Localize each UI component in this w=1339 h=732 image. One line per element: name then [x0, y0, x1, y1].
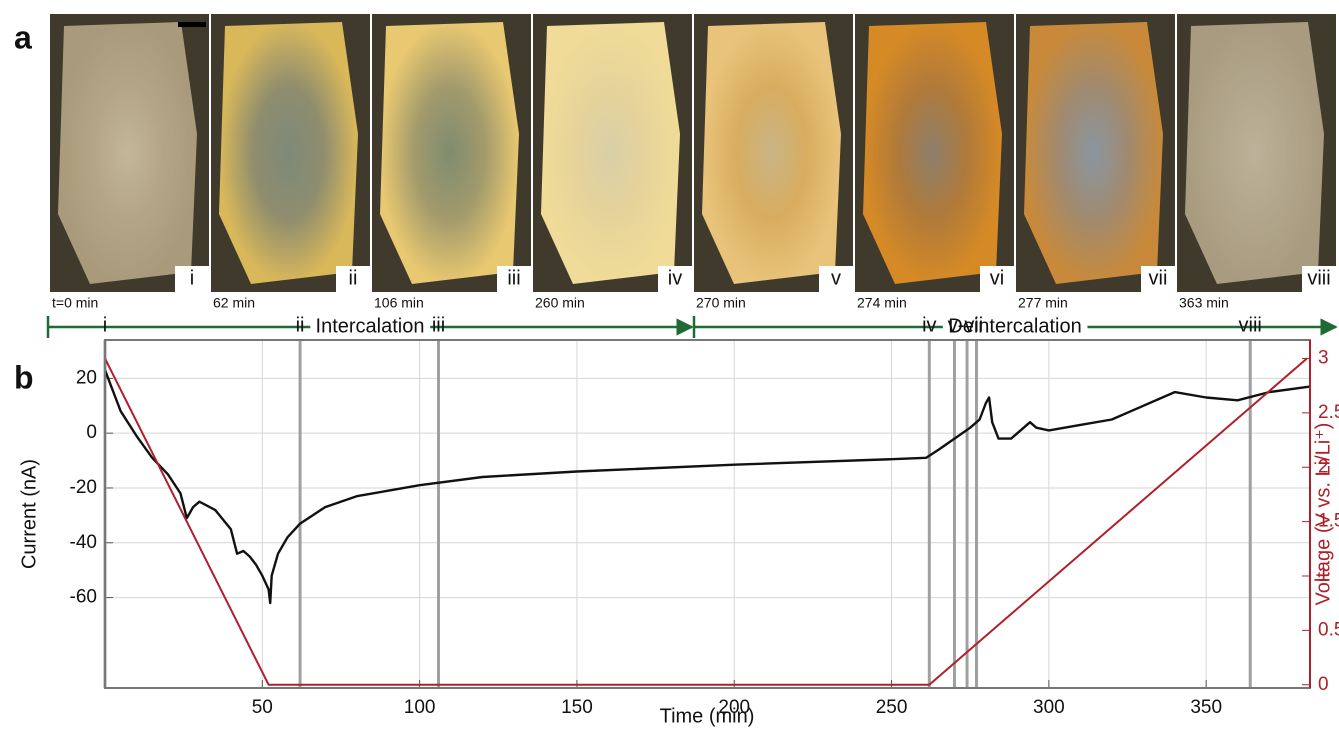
y2-tick-label: 0 [1318, 674, 1329, 695]
y2-tick-label: 2 [1318, 456, 1329, 477]
x-tick-label: 50 [252, 697, 273, 718]
scale-bar [178, 22, 206, 27]
plot-frame [104, 339, 1311, 689]
marker-label: viii [1239, 314, 1262, 336]
numeral-box [175, 266, 209, 292]
numeral-box [1302, 266, 1336, 292]
image-time: 363 min [1179, 295, 1229, 311]
x-axis-label: Time (min) [660, 705, 755, 727]
numeral-box [658, 266, 692, 292]
flake [541, 22, 680, 284]
panel-label: a [14, 19, 32, 55]
panel-label: b [14, 359, 34, 395]
flake [863, 22, 1002, 284]
x-tick-label: 350 [1190, 697, 1222, 718]
y-tick-label: 0 [86, 422, 97, 443]
image-time: t=0 min [52, 295, 98, 311]
image-numeral: iii [507, 267, 520, 289]
image-time: 274 min [857, 295, 907, 311]
y-tick-label: -20 [70, 477, 97, 498]
image-time: 106 min [374, 295, 424, 311]
numeral-box [980, 266, 1014, 292]
arrow-label: Intercalation [316, 315, 425, 337]
image-numeral: ii [349, 267, 358, 289]
series-line [103, 369, 1311, 605]
numeral-box [1141, 266, 1175, 292]
x-tick-label: 100 [404, 697, 436, 718]
marker-label: v-vii [948, 314, 984, 336]
y-tick-label: -60 [70, 587, 97, 608]
numeral-box [497, 266, 531, 292]
y-axis-label: Current (nA) [18, 459, 40, 569]
flake [702, 22, 841, 284]
marker-label: i [103, 314, 107, 336]
y2-tick-label: 1 [1318, 565, 1329, 586]
x-tick-label: 300 [1033, 697, 1065, 718]
y-tick-label: 20 [76, 367, 97, 388]
y2-tick-label: 2.5 [1318, 402, 1339, 423]
image-numeral: i [190, 267, 194, 289]
flake [1024, 22, 1163, 284]
marker-label: iii [432, 314, 445, 336]
y2-tick-label: 0.5 [1318, 619, 1339, 640]
x-tick-label: 200 [718, 697, 750, 718]
image-numeral: iv [668, 267, 682, 289]
image-time: 270 min [696, 295, 746, 311]
image-strip: i ii iii iv v vi vii viii [50, 14, 1336, 292]
numeral-box [336, 266, 370, 292]
image-numeral: v [831, 267, 841, 289]
image-numeral: vi [990, 267, 1004, 289]
flake [219, 22, 358, 284]
marker-label: iv [922, 314, 936, 336]
image-numeral: viii [1307, 267, 1330, 289]
y2-tick-label: 3 [1318, 348, 1329, 369]
y2-tick-label: 1.5 [1318, 511, 1339, 532]
image-time: 260 min [535, 295, 585, 311]
x-tick-label: 250 [876, 697, 908, 718]
flake [1185, 22, 1324, 284]
numeral-box [819, 266, 853, 292]
image-numeral: vii [1149, 267, 1168, 289]
flake [58, 22, 197, 284]
image-time: 277 min [1018, 295, 1068, 311]
y-tick-label: -40 [70, 532, 97, 553]
x-tick-label: 150 [561, 697, 593, 718]
y2-axis-label: Voltage (V vs. Li/Li⁺) [1312, 423, 1334, 606]
flake [380, 22, 519, 284]
image-time: 62 min [213, 295, 255, 311]
series-line [104, 357, 1308, 686]
marker-label: ii [296, 314, 305, 336]
